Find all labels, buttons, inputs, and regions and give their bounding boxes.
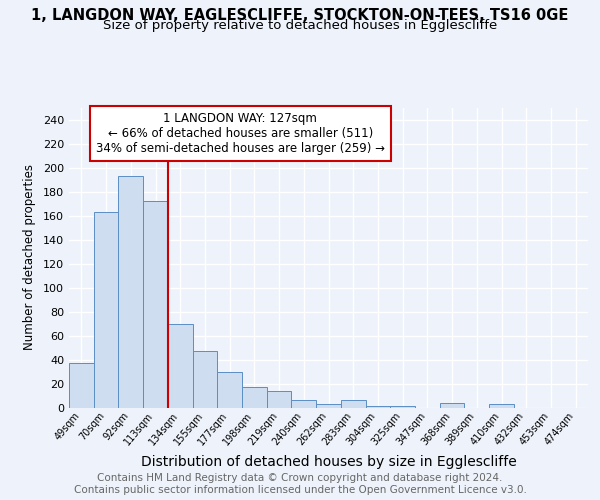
Bar bbox=[316, 404, 341, 407]
Bar bbox=[489, 404, 514, 407]
Bar bbox=[193, 351, 217, 408]
Bar bbox=[341, 400, 365, 407]
Bar bbox=[94, 212, 118, 408]
Bar bbox=[390, 406, 415, 408]
Bar bbox=[292, 400, 316, 407]
Bar bbox=[267, 390, 292, 407]
Bar bbox=[143, 201, 168, 408]
Y-axis label: Number of detached properties: Number of detached properties bbox=[23, 164, 36, 350]
X-axis label: Distribution of detached houses by size in Egglescliffe: Distribution of detached houses by size … bbox=[140, 455, 517, 469]
Bar bbox=[365, 406, 390, 408]
Bar bbox=[242, 387, 267, 407]
Bar bbox=[168, 324, 193, 407]
Bar bbox=[118, 176, 143, 408]
Bar bbox=[440, 402, 464, 407]
Bar bbox=[217, 372, 242, 408]
Text: 1, LANGDON WAY, EAGLESCLIFFE, STOCKTON-ON-TEES, TS16 0GE: 1, LANGDON WAY, EAGLESCLIFFE, STOCKTON-O… bbox=[31, 8, 569, 22]
Bar bbox=[69, 363, 94, 408]
Text: Contains HM Land Registry data © Crown copyright and database right 2024.
Contai: Contains HM Land Registry data © Crown c… bbox=[74, 474, 526, 495]
Text: 1 LANGDON WAY: 127sqm
← 66% of detached houses are smaller (511)
34% of semi-det: 1 LANGDON WAY: 127sqm ← 66% of detached … bbox=[96, 112, 385, 155]
Text: Size of property relative to detached houses in Egglescliffe: Size of property relative to detached ho… bbox=[103, 18, 497, 32]
